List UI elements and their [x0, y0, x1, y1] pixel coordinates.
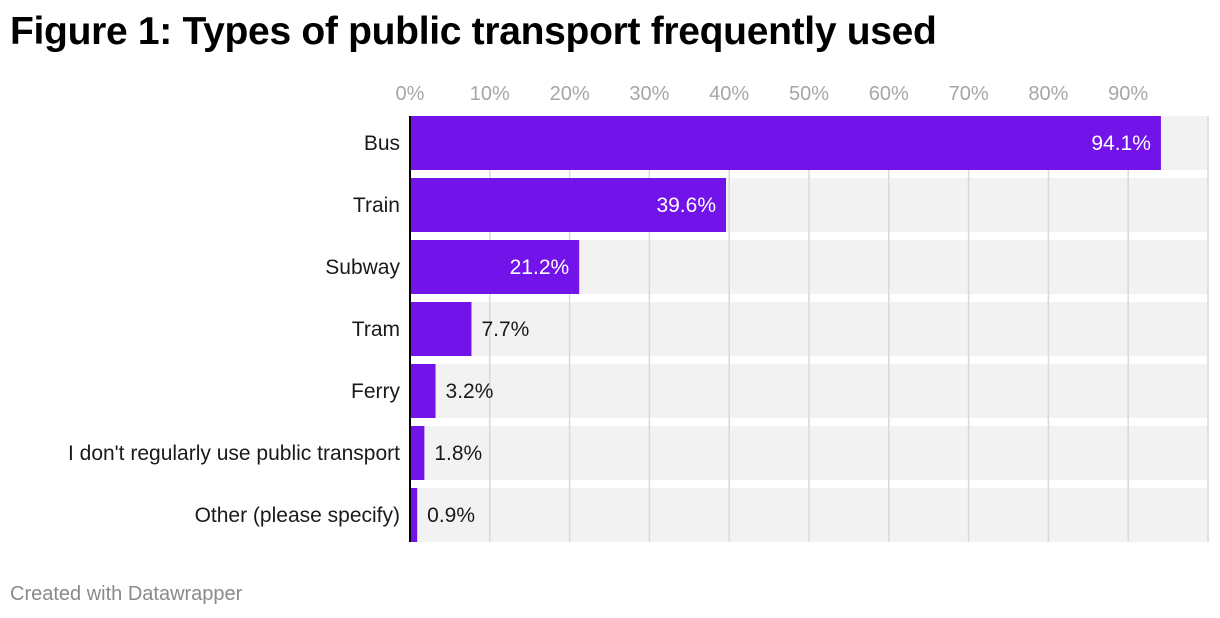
- x-tick-label: 80%: [1028, 83, 1068, 105]
- bar: [410, 364, 436, 418]
- x-tick-label: 10%: [470, 83, 510, 105]
- x-tick-label: 0%: [396, 83, 425, 105]
- bar: [410, 488, 418, 542]
- category-label: Other (please specify): [195, 504, 400, 527]
- footer-credit: Created with Datawrapper: [10, 583, 243, 605]
- bar: [410, 302, 472, 356]
- value-label: 3.2%: [446, 380, 494, 403]
- value-label: 1.8%: [434, 442, 482, 465]
- x-tick-label: 70%: [949, 83, 989, 105]
- category-label: Subway: [325, 256, 400, 279]
- chart-title: Figure 1: Types of public transport freq…: [10, 10, 937, 53]
- x-axis-ticks: 0% 10% 20% 30% 40% 50% 60% 70% 80% 90%: [396, 83, 1149, 105]
- value-label: 7.7%: [481, 318, 529, 341]
- x-tick-label: 60%: [869, 83, 909, 105]
- category-label: I don't regularly use public transport: [68, 442, 400, 465]
- x-tick-label: 90%: [1108, 83, 1148, 105]
- category-label: Tram: [352, 318, 400, 341]
- value-labels: 94.1% 39.6% 21.2% 7.7% 3.2% 1.8% 0.9%: [427, 132, 1151, 527]
- bar: [410, 240, 580, 294]
- category-label: Train: [353, 194, 400, 217]
- x-tick-label: 40%: [709, 83, 749, 105]
- value-label: 39.6%: [656, 194, 716, 217]
- bar: [410, 116, 1161, 170]
- bar: [410, 426, 425, 480]
- value-label: 94.1%: [1091, 132, 1151, 155]
- category-label: Bus: [364, 132, 400, 155]
- value-label: 0.9%: [427, 504, 475, 527]
- bars: [410, 116, 1161, 542]
- category-labels: Bus Train Subway Tram Ferry I don't regularly…: [68, 132, 401, 527]
- bar: [410, 178, 727, 232]
- x-tick-label: 20%: [550, 83, 590, 105]
- value-label: 21.2%: [510, 256, 570, 279]
- x-tick-label: 30%: [629, 83, 669, 105]
- category-label: Ferry: [351, 380, 400, 403]
- x-tick-label: 50%: [789, 83, 829, 105]
